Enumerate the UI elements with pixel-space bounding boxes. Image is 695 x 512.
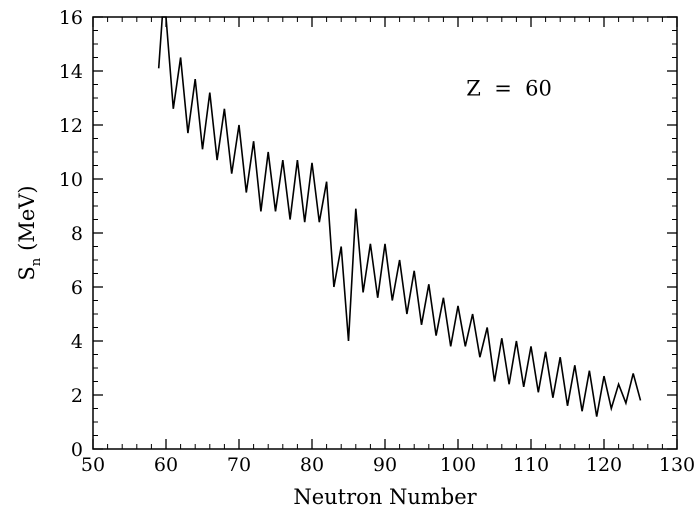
y-tick-labels: 0 2 4 6 8 10 12 14 16: [59, 7, 83, 461]
series-line: [157, 16, 642, 417]
x-tick-label: 60: [154, 454, 178, 476]
y-tick-label: 12: [59, 115, 83, 137]
x-tick-label: 50: [81, 454, 105, 476]
y-tick-label: 2: [71, 385, 83, 407]
y-tick-label: 8: [71, 223, 83, 245]
annotation-z: Z = 60: [466, 76, 552, 100]
y-axis-title-units: (MeV): [15, 185, 39, 250]
x-tick-labels: 50 60 70 80 90 100 110 120 130: [81, 454, 695, 476]
y-tick-label: 16: [59, 7, 83, 29]
x-tick-label: 100: [440, 454, 476, 476]
y-tick-label: 0: [71, 439, 83, 461]
ticks-layer: [92, 16, 678, 450]
x-axis-title: Neutron Number: [293, 485, 477, 509]
x-tick-label: 70: [227, 454, 251, 476]
x-tick-label: 110: [513, 454, 549, 476]
y-tick-label: 4: [71, 331, 83, 353]
y-axis-title-main: S: [15, 266, 39, 280]
x-tick-label: 90: [373, 454, 397, 476]
y-tick-label: 14: [59, 61, 83, 83]
series-layer: [157, 16, 642, 417]
x-tick-label: 120: [586, 454, 622, 476]
y-tick-label: 6: [71, 277, 83, 299]
y-axis-title: Sn (MeV): [15, 185, 44, 280]
y-axis-title-subscript: n: [29, 257, 44, 266]
plot-frame: [92, 16, 678, 450]
y-tick-label: 10: [59, 169, 83, 191]
x-tick-label: 80: [300, 454, 324, 476]
x-tick-label: 130: [659, 454, 695, 476]
